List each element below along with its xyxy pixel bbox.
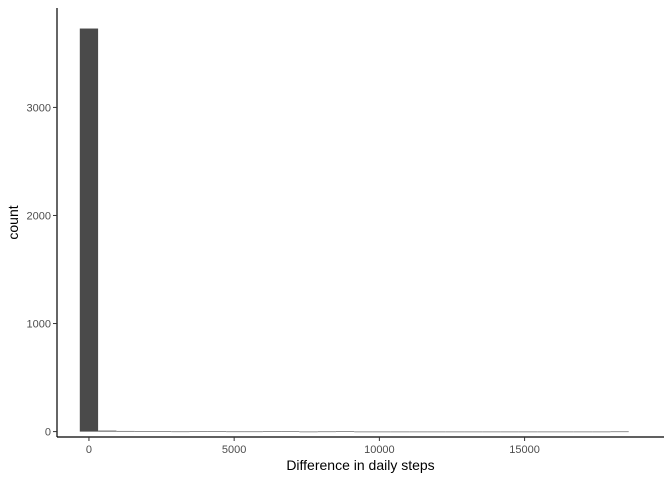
histogram-bar — [500, 431, 519, 433]
histogram-bar — [427, 431, 446, 433]
histogram-bar — [207, 431, 227, 432]
histogram-bar — [610, 431, 629, 433]
histogram-bar — [555, 431, 574, 433]
histogram-bar — [573, 431, 593, 433]
histogram-bar — [464, 431, 483, 433]
histogram-bar — [372, 431, 391, 433]
histogram-bar — [134, 431, 153, 432]
histogram-bar — [98, 430, 117, 432]
histogram-bar — [226, 431, 245, 433]
histogram-bar — [189, 431, 208, 432]
x-axis-ticks: 0 5000 10000 15000 — [86, 437, 540, 456]
y-tick-label: 1000 — [27, 319, 51, 331]
x-tick-label: 5000 — [222, 444, 246, 456]
histogram-bar — [262, 431, 282, 432]
y-axis-ticks: 0 1000 2000 3000 — [27, 102, 57, 439]
histogram-bar — [317, 431, 336, 433]
y-tick-label: 2000 — [27, 210, 51, 222]
x-tick-label: 0 — [86, 444, 92, 456]
histogram-bars — [79, 28, 629, 433]
histogram-bar — [354, 431, 373, 433]
histogram-bar — [335, 431, 355, 432]
x-tick-label: 15000 — [509, 444, 540, 456]
x-axis-title: Difference in daily steps — [286, 457, 434, 473]
y-tick-label: 0 — [45, 427, 51, 439]
histogram-bar — [244, 431, 263, 433]
y-tick-label: 3000 — [27, 102, 51, 114]
histogram-bar — [116, 430, 135, 432]
histogram-bar — [592, 431, 611, 433]
histogram-bar — [409, 431, 428, 433]
x-tick-label: 10000 — [364, 444, 395, 456]
histogram-bar — [171, 431, 190, 433]
histogram-bar — [445, 431, 465, 433]
histogram-bar — [537, 431, 556, 433]
histogram-bar — [152, 431, 172, 432]
y-axis-title: count — [5, 205, 21, 239]
histogram-bar — [518, 431, 538, 433]
histogram-bar — [281, 431, 300, 432]
histogram-bar — [79, 28, 99, 432]
histogram-bar — [390, 431, 410, 433]
histogram-bar — [299, 431, 318, 433]
histogram-bar — [482, 431, 501, 433]
